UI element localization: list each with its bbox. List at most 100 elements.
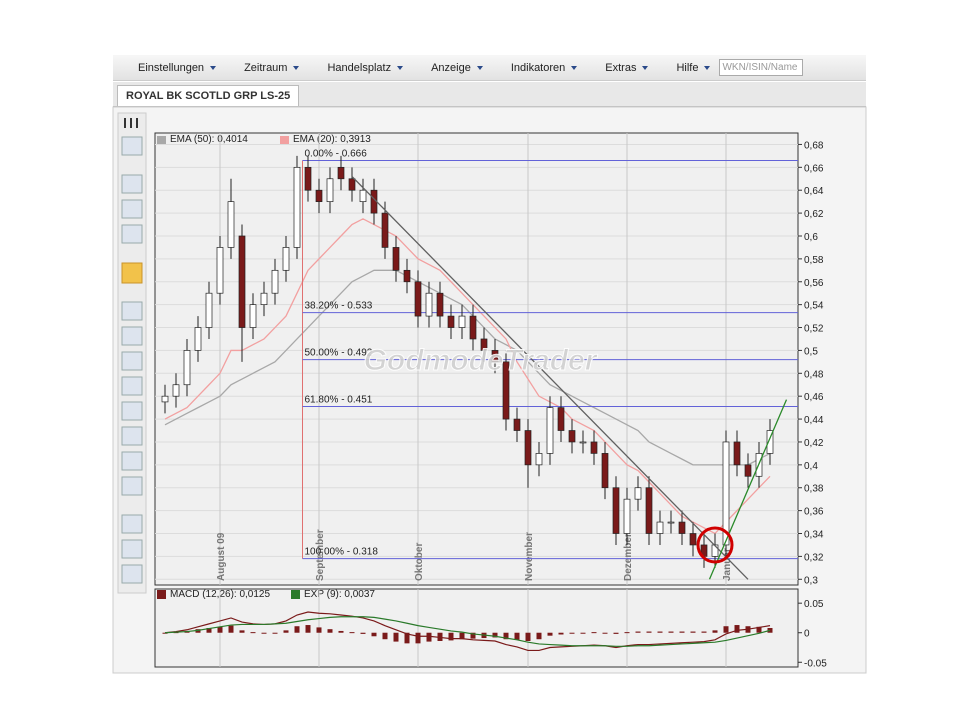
macd-line — [164, 616, 771, 647]
macd-bar — [316, 627, 322, 633]
y-tick-label: 0,34 — [804, 530, 824, 541]
candle-body — [403, 269, 411, 283]
y-tick-label: 0,46 — [804, 392, 824, 403]
legend-swatch — [280, 136, 289, 145]
macd-bar — [569, 632, 575, 634]
candle-body — [238, 235, 246, 328]
icon[interactable] — [121, 539, 143, 559]
macd-bar — [668, 631, 674, 633]
macd-bar — [327, 629, 333, 633]
icon[interactable] — [121, 376, 143, 396]
icon[interactable] — [121, 224, 143, 244]
macd-panel — [154, 588, 799, 668]
macd-bar — [580, 632, 586, 634]
macd-bar — [239, 630, 245, 633]
icon[interactable] — [121, 174, 143, 194]
macd-bar — [514, 632, 520, 640]
macd-bar — [261, 632, 267, 634]
icon[interactable] — [121, 301, 143, 321]
menu-bar: Einstellungen Zeitraum Handelsplatz Anze… — [113, 55, 866, 81]
fib-label: 61.80% - 0.451 — [305, 394, 373, 405]
macd-bar — [360, 632, 366, 634]
candle-body — [645, 487, 653, 534]
menu-item[interactable]: Zeitraum — [244, 62, 299, 74]
y-tick-label: 0,38 — [804, 484, 824, 495]
menu-item[interactable]: Handelsplatz — [327, 62, 403, 74]
macd-bar — [492, 632, 498, 638]
candle-body — [623, 498, 631, 534]
menu-item[interactable]: Indikatoren — [511, 62, 577, 74]
macd-bar — [657, 631, 663, 633]
candle-body — [161, 395, 169, 403]
y-tick-label: 0,5 — [804, 346, 818, 357]
candle-body — [557, 407, 565, 431]
candle-body — [436, 292, 444, 317]
y-tick-label: 0,36 — [804, 507, 824, 518]
macd-bar — [338, 630, 344, 633]
tab[interactable]: ROYAL BK SCOTLD GRP LS-25 — [117, 85, 300, 106]
macd-bar — [624, 632, 630, 634]
y-tick-label: 0,58 — [804, 255, 824, 266]
macd-bar — [734, 625, 740, 633]
icon[interactable] — [121, 326, 143, 346]
macd-bar — [283, 630, 289, 633]
menu-item[interactable]: Einstellungen — [138, 62, 216, 74]
icon[interactable] — [121, 199, 143, 219]
macd-bar — [294, 626, 300, 633]
menu-item[interactable]: Hilfe — [676, 62, 710, 74]
icon[interactable] — [121, 136, 143, 156]
menu-item[interactable]: Extras — [605, 62, 648, 74]
x-tick-label: Dezember — [623, 533, 634, 581]
macd-bar — [217, 626, 223, 633]
macd-bar — [459, 632, 465, 640]
macd-bar — [591, 632, 597, 634]
menu-item[interactable]: Anzeige — [431, 62, 483, 74]
macd-bar — [635, 631, 641, 633]
legend-swatch — [291, 590, 300, 599]
icon[interactable] — [121, 401, 143, 421]
icon[interactable] — [121, 514, 143, 534]
candle-body — [634, 487, 642, 500]
icon[interactable] — [121, 426, 143, 446]
candle-body — [480, 338, 488, 351]
icon[interactable] — [121, 262, 143, 284]
watermark: GodmodeTrader — [364, 344, 599, 377]
x-tick-label: November — [524, 532, 535, 581]
search-input[interactable]: WKN/ISIN/Name — [719, 59, 804, 76]
candle-body — [689, 533, 697, 546]
candle-body — [172, 384, 180, 397]
macd-bar — [712, 630, 718, 633]
macd-bar — [415, 632, 421, 644]
candle-body — [612, 487, 620, 534]
candle-body — [315, 189, 323, 203]
trendline — [351, 176, 749, 580]
icon[interactable] — [121, 351, 143, 371]
y-tick-label: 0,4 — [804, 461, 818, 472]
candle-body — [502, 361, 510, 420]
macd-bar — [382, 632, 388, 640]
y-tick-label: -0.05 — [804, 658, 827, 669]
macd-bar — [228, 625, 234, 633]
icon[interactable] — [121, 564, 143, 584]
candle-body — [469, 315, 477, 340]
icon[interactable] — [121, 451, 143, 471]
x-tick-label: August 09 — [216, 532, 227, 581]
macd-bar — [393, 632, 399, 642]
fib-label: 38.20% - 0.533 — [305, 301, 373, 312]
macd-bar — [206, 628, 212, 633]
y-tick-label: 0,56 — [804, 278, 824, 289]
y-tick-label: 0,42 — [804, 438, 824, 449]
macd-bar — [536, 632, 542, 640]
macd-bar — [613, 632, 619, 634]
candle-body — [656, 521, 664, 534]
candle-body — [513, 418, 521, 431]
macd-bar — [250, 632, 256, 634]
y-tick-label: 0,66 — [804, 163, 824, 174]
legend-swatch — [157, 590, 166, 599]
candle-body — [348, 178, 356, 191]
icon[interactable] — [121, 476, 143, 496]
highlight-circle — [696, 526, 734, 564]
icon[interactable] — [124, 118, 138, 128]
y-tick-label: 0,6 — [804, 232, 818, 243]
candle-body — [524, 430, 532, 466]
